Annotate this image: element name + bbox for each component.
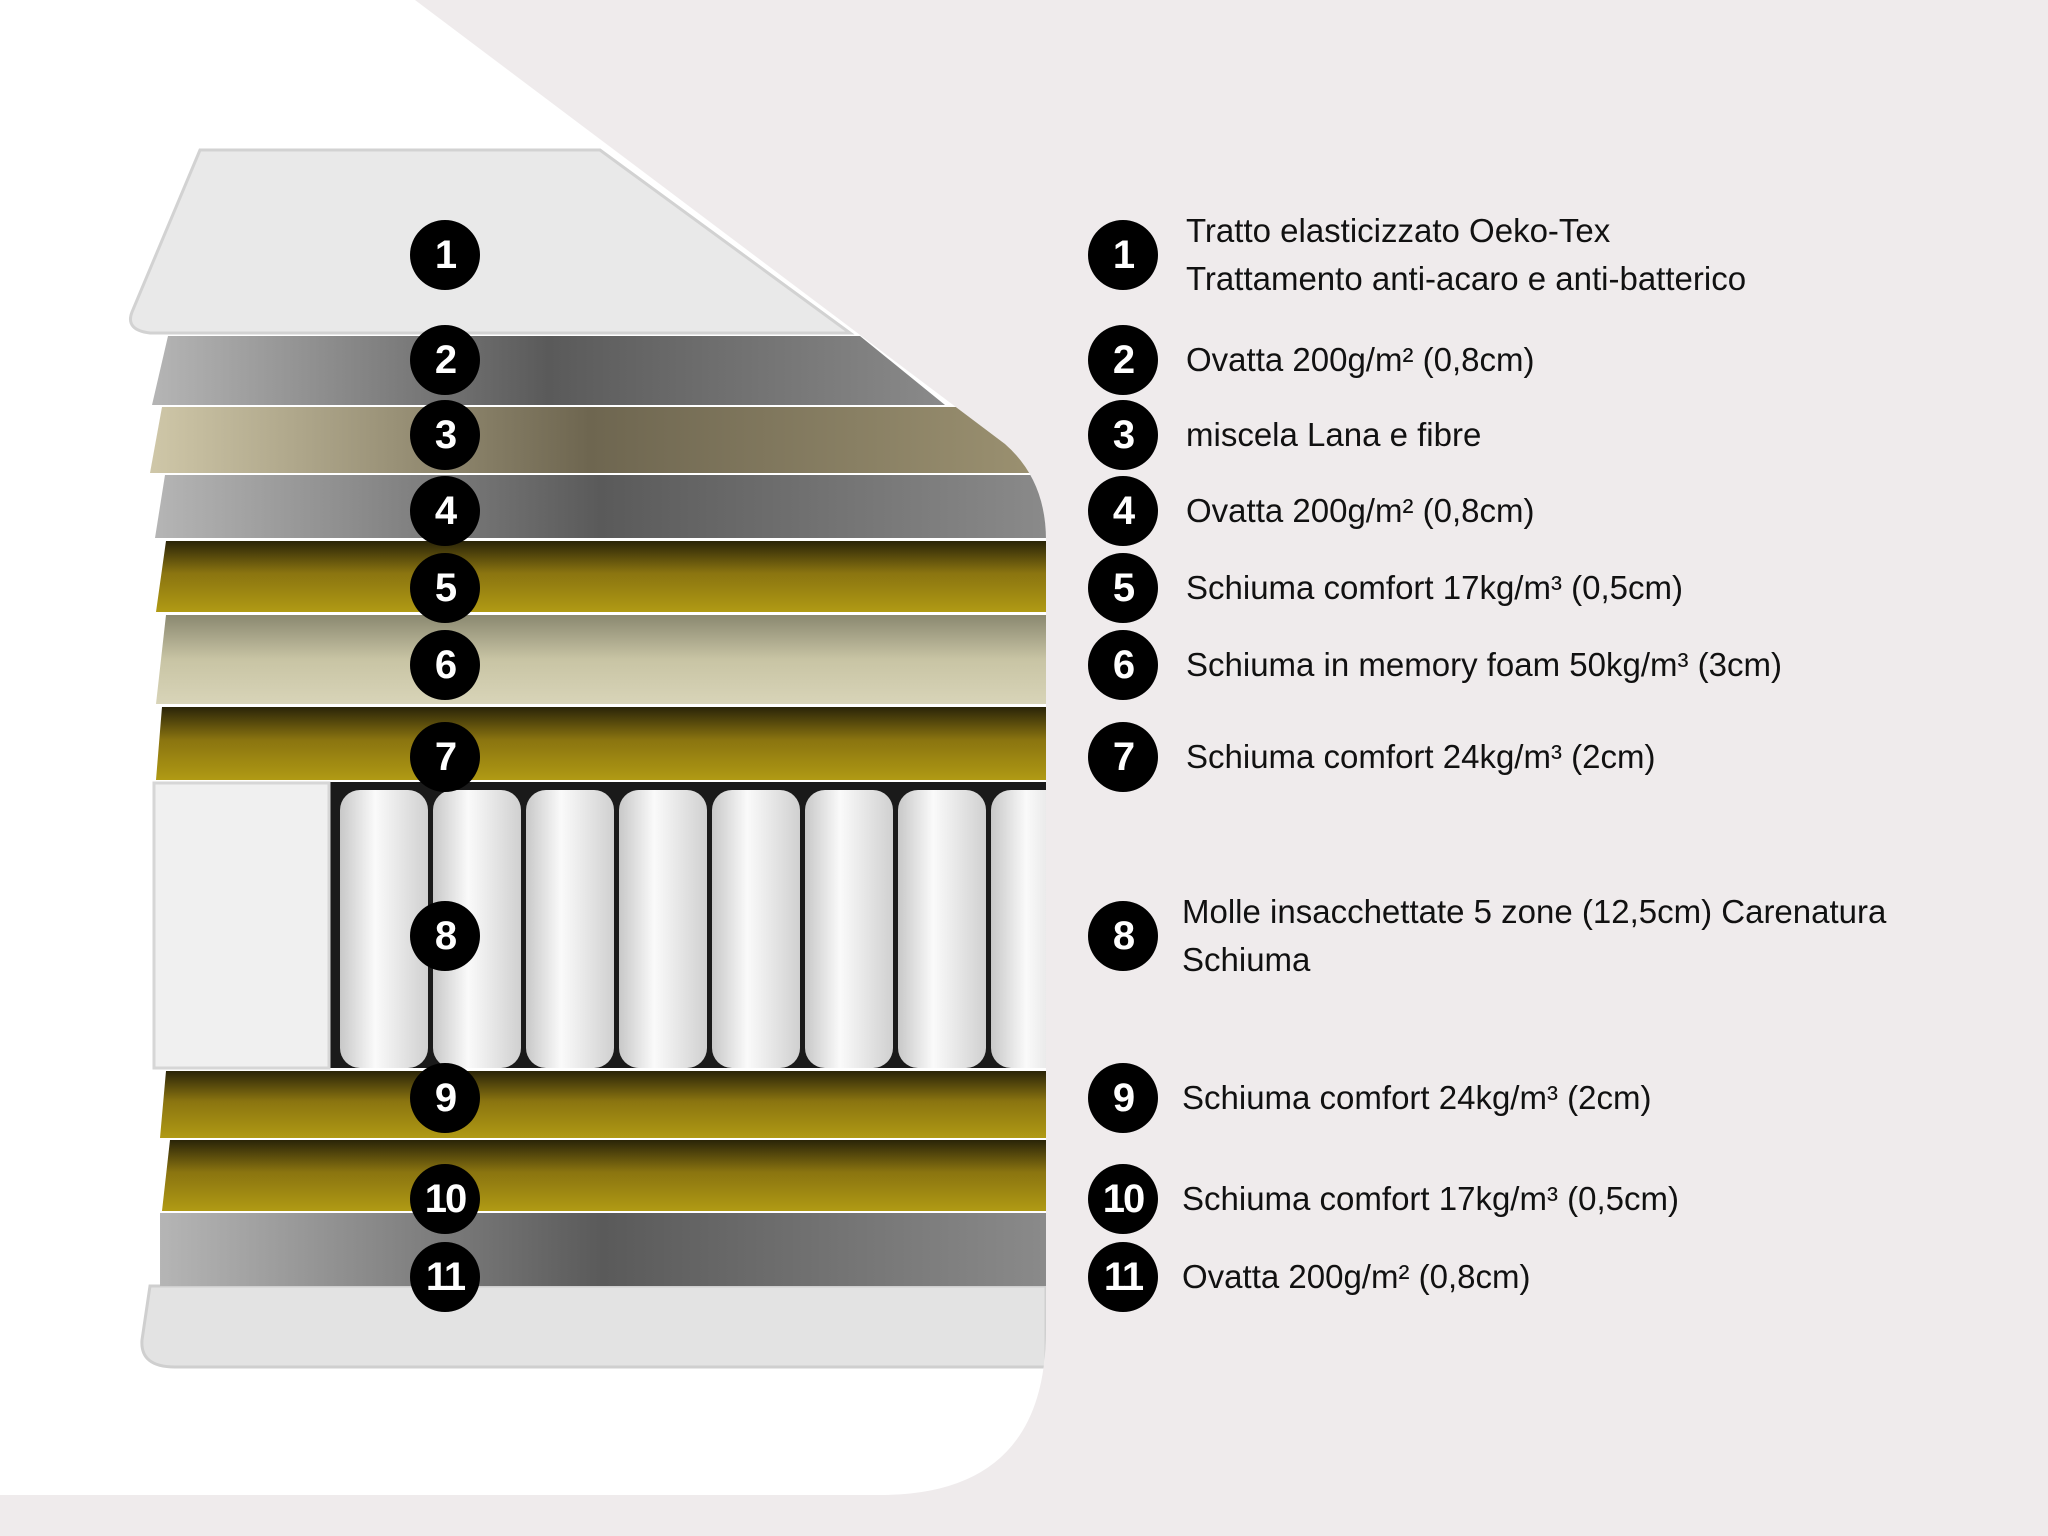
layer-badge: 3: [1088, 400, 1158, 470]
layer-description: Schiuma comfort 17kg/m³ (0,5cm): [1182, 1180, 1679, 1217]
layer-description: Schiuma in memory foam 50kg/m³ (3cm): [1186, 646, 1782, 683]
pocket-spring: [805, 790, 893, 1068]
pocket-spring: [898, 790, 986, 1068]
layer-description: Schiuma comfort 17kg/m³ (0,5cm): [1186, 569, 1683, 606]
layer-badge: 7: [1088, 722, 1158, 792]
layer-description: Molle insacchettate 5 zone (12,5cm) Care…: [1182, 893, 1887, 930]
pocket-spring: [619, 790, 707, 1068]
layer-badge: 10: [1088, 1164, 1158, 1234]
layer-description: miscela Lana e fibre: [1186, 416, 1482, 453]
pocket-spring: [712, 790, 800, 1068]
pocket-spring: [526, 790, 614, 1068]
layer-badge: 5: [1088, 553, 1158, 623]
layer-badge: 1: [1088, 220, 1158, 290]
layer-description: Ovatta 200g/m² (0,8cm): [1182, 1258, 1531, 1295]
layer-description: Schiuma: [1182, 941, 1311, 978]
layer-badge: 4: [1088, 476, 1158, 546]
layer-badge: 9: [1088, 1063, 1158, 1133]
layer-badge: 2: [1088, 325, 1158, 395]
pocket-spring: [991, 790, 1046, 1068]
layer-description: Ovatta 200g/m² (0,8cm): [1186, 492, 1535, 529]
layer-badge: 6: [1088, 630, 1158, 700]
layer-badge: 11: [1088, 1242, 1158, 1312]
layer-badge: 5: [410, 553, 480, 623]
layer-badge: 7: [410, 722, 480, 792]
layer-description: Tratto elasticizzato Oeko-Tex: [1186, 212, 1611, 249]
layer-badge: 6: [410, 630, 480, 700]
layer-badge: 11: [410, 1242, 480, 1312]
foam-encasement: [152, 781, 331, 1070]
layer-badge: 9: [410, 1063, 480, 1133]
layer-badge: 4: [410, 476, 480, 546]
layer-badge: 3: [410, 400, 480, 470]
pocket-spring: [340, 790, 428, 1068]
layer-badge: 10: [410, 1164, 480, 1234]
layer-description: Trattamento anti-acaro e anti-batterico: [1186, 260, 1747, 297]
layer-description: Schiuma comfort 24kg/m³ (2cm): [1186, 738, 1656, 775]
layer-badge: 2: [410, 325, 480, 395]
layer-description: Schiuma comfort 24kg/m³ (2cm): [1182, 1079, 1652, 1116]
layer-description: Ovatta 200g/m² (0,8cm): [1186, 341, 1535, 378]
layer-badge: 8: [1088, 901, 1158, 971]
layer-badge: 8: [410, 901, 480, 971]
layer-badge: 1: [410, 220, 480, 290]
